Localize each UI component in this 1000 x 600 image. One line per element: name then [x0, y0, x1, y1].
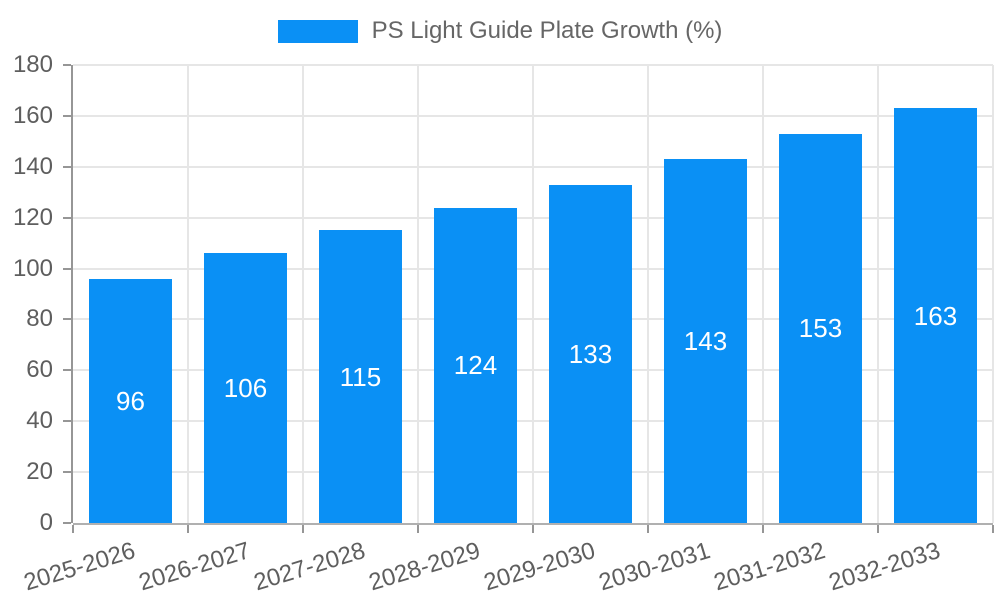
y-axis-tick — [63, 318, 71, 321]
gridline-vertical — [417, 65, 419, 523]
y-tick-label: 60 — [26, 356, 53, 384]
bar-value-label: 115 — [339, 361, 382, 392]
gridline-vertical — [187, 65, 189, 523]
x-tick-label: 2026-2027 — [135, 537, 254, 597]
y-tick-label: 180 — [12, 51, 53, 78]
y-axis-tick — [63, 369, 71, 372]
x-tick-label: 2027-2028 — [250, 537, 369, 597]
bar: 124 — [434, 207, 517, 523]
gridline-vertical — [992, 65, 994, 523]
y-axis-tick — [63, 267, 71, 270]
legend-label: PS Light Guide Plate Growth (%) — [371, 17, 723, 44]
y-axis-tick — [63, 420, 71, 423]
gridline-vertical — [532, 65, 534, 523]
x-axis-tick — [72, 525, 74, 533]
x-tick-label: 2025-2026 — [20, 537, 139, 597]
legend-item[interactable]: PS Light Guide Plate Growth (%) — [277, 17, 723, 44]
bar-value-label: 163 — [913, 300, 958, 331]
bar-value-label: 143 — [683, 326, 728, 357]
y-axis-line — [71, 65, 73, 523]
bar: 106 — [204, 253, 287, 523]
gridline-vertical — [877, 65, 879, 523]
bar: 163 — [894, 108, 977, 523]
bar: 96 — [89, 278, 172, 523]
bar: 133 — [549, 184, 632, 523]
gridline-vertical — [647, 65, 649, 523]
y-axis-tick — [63, 64, 71, 66]
y-axis-tick — [63, 471, 71, 474]
y-axis-tick — [63, 216, 71, 219]
x-tick-label: 2028-2029 — [365, 537, 484, 597]
bar-value-label: 153 — [798, 313, 843, 344]
gridline-vertical — [762, 65, 764, 523]
y-axis-tick — [63, 522, 71, 524]
x-tick-label: 2030-2031 — [595, 537, 714, 597]
bar-value-label: 106 — [223, 373, 268, 404]
y-tick-label: 120 — [12, 203, 53, 231]
y-tick-label: 0 — [39, 509, 53, 536]
y-tick-label: 100 — [12, 254, 53, 282]
bar-value-label: 133 — [568, 338, 613, 369]
x-tick-label: 2031-2032 — [710, 537, 829, 597]
x-axis-tick — [417, 525, 419, 533]
x-axis-tick — [992, 525, 994, 533]
y-axis-tick — [63, 165, 71, 168]
plot-area: 0 20 40 60 80 100 120 140 160 180 96 106 115 124 133 14… — [13, 52, 994, 596]
x-axis-tick — [762, 525, 764, 533]
bar-value-label: 96 — [116, 385, 145, 416]
y-tick-label: 160 — [12, 101, 53, 129]
bar: 153 — [779, 133, 862, 523]
x-axis-tick — [877, 525, 879, 533]
x-tick-label: 2029-2030 — [480, 537, 599, 597]
y-tick-label: 140 — [12, 152, 53, 180]
y-tick-label: 20 — [26, 458, 53, 486]
bar: 143 — [664, 159, 747, 523]
gridline-vertical — [302, 65, 304, 523]
bar: 115 — [319, 230, 402, 523]
x-axis-tick — [187, 525, 189, 533]
legend: PS Light Guide Plate Growth (%) — [0, 18, 1000, 44]
x-axis-tick — [647, 525, 649, 533]
x-tick-label: 2032-2033 — [825, 537, 944, 597]
x-axis-line — [73, 523, 993, 525]
y-tick-label: 40 — [26, 407, 53, 435]
x-axis-tick — [302, 525, 304, 533]
x-axis-tick — [532, 525, 534, 533]
y-axis-tick — [63, 114, 71, 117]
y-tick-label: 80 — [26, 305, 53, 333]
bar-value-label: 124 — [453, 350, 498, 381]
legend-swatch-icon — [277, 19, 358, 43]
